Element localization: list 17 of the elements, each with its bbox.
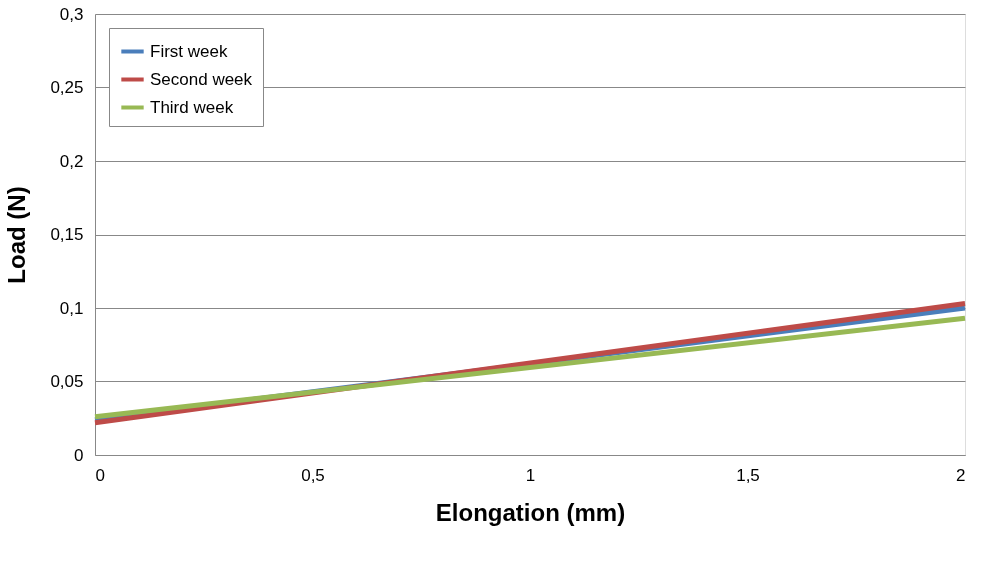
x-tick-label: 1,5 <box>736 465 760 485</box>
legend-label: Second week <box>150 69 253 89</box>
y-tick-label: 0,1 <box>59 298 84 318</box>
x-axis-title: Elongation (mm) <box>435 498 626 526</box>
legend-label: Third week <box>150 97 234 117</box>
x-tick-label: 2 <box>956 465 966 485</box>
legend-label: First week <box>150 41 228 61</box>
y-axis-title: Load (N) <box>3 186 31 284</box>
y-tick-label: 0,05 <box>50 372 84 391</box>
x-tick-label: 0 <box>95 465 105 485</box>
x-tick-label: 1 <box>525 465 536 485</box>
x-tick-label: 0,5 <box>301 465 325 485</box>
y-tick-label: 0,25 <box>50 78 84 97</box>
y-tick-label: 0,15 <box>50 225 84 244</box>
y-tick-label: 0,2 <box>59 151 84 171</box>
y-tick-label: 0,3 <box>59 4 84 24</box>
y-tick-label: 0 <box>74 445 84 465</box>
